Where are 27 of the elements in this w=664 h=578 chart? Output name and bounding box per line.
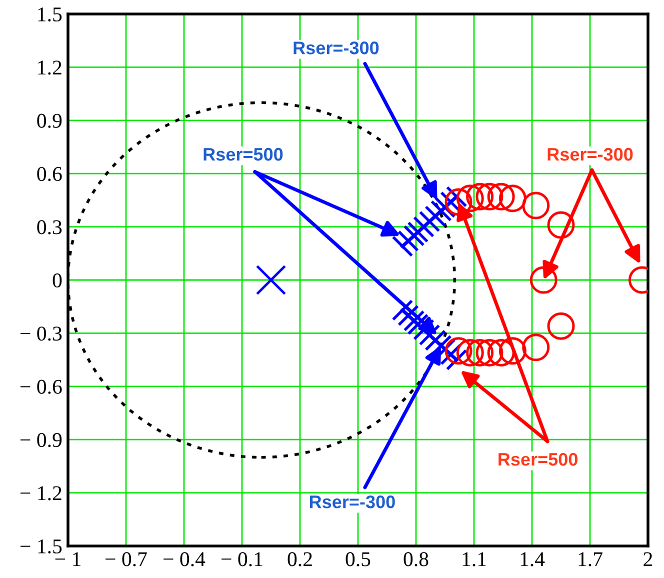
- x-tick-label: 0.2: [288, 552, 312, 566]
- annotation: Rser=-300: [310, 496, 395, 508]
- y-tick-label: − 0.6: [20, 380, 62, 394]
- y-tick-label: 0.3: [37, 220, 62, 234]
- x-tick-label: − 0.1: [222, 552, 262, 566]
- y-tick-label: 0.6: [37, 166, 62, 182]
- y-tick-label: 1.5: [38, 7, 62, 22]
- y-tick-label: 1.2: [38, 60, 62, 75]
- x-tick-label: 0.8: [404, 552, 428, 566]
- y-tick-label: − 1.5: [20, 539, 62, 554]
- y-tick-label: − 1.2: [20, 486, 62, 500]
- annotation: Rser=500: [204, 148, 283, 161]
- x-tick-label: 1.7: [578, 552, 602, 566]
- x-tick-label: 2: [644, 552, 652, 566]
- annotation: Rser=500: [498, 452, 578, 466]
- x-tick-label: 1.1: [462, 552, 486, 566]
- x-tick-label: − 1: [55, 552, 80, 566]
- annotation: Rser=-300: [294, 42, 379, 54]
- x-tick-label: − 0.4: [164, 552, 206, 566]
- x-tick-label: − 0.7: [106, 552, 147, 566]
- annotation: Rser=-300: [548, 148, 633, 161]
- y-tick-label: − 0.9: [20, 432, 62, 448]
- x-tick-label: 0.5: [346, 552, 370, 566]
- y-tick-label: − 0.3: [20, 326, 62, 341]
- y-tick-label: 0: [52, 273, 62, 288]
- x-tick-label: 1.4: [520, 552, 545, 566]
- y-tick-label: 0.9: [37, 114, 62, 128]
